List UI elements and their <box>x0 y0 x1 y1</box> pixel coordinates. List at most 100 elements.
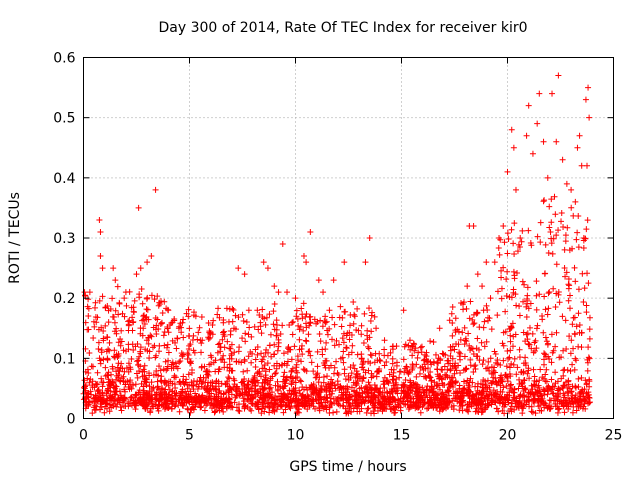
data-point <box>480 384 487 391</box>
data-point <box>202 368 209 375</box>
data-point <box>503 373 510 380</box>
data-point <box>110 313 117 320</box>
y-tick-label: 0.3 <box>53 231 75 247</box>
data-point <box>320 405 327 412</box>
data-point <box>510 389 517 396</box>
data-point <box>465 387 472 394</box>
data-point <box>341 259 348 266</box>
data-point <box>282 406 289 413</box>
data-point <box>218 395 225 402</box>
data-point <box>512 291 519 298</box>
data-point <box>216 407 223 414</box>
data-point <box>137 348 144 355</box>
data-point <box>373 373 380 380</box>
data-point <box>212 357 219 364</box>
data-point <box>384 352 391 359</box>
data-point <box>546 288 553 295</box>
data-point <box>257 394 264 401</box>
data-point <box>261 361 268 368</box>
data-point <box>130 347 137 354</box>
data-point <box>234 383 241 390</box>
data-point <box>317 317 324 324</box>
data-point <box>115 339 122 346</box>
data-point <box>322 319 329 326</box>
data-point <box>515 402 522 409</box>
data-point <box>497 374 504 381</box>
data-point <box>308 385 315 392</box>
data-point <box>300 327 307 334</box>
data-point <box>248 400 255 407</box>
data-point <box>511 220 518 227</box>
data-point <box>497 361 504 368</box>
data-point <box>372 394 379 401</box>
data-point <box>540 138 547 145</box>
data-point <box>104 372 111 379</box>
data-point <box>561 392 568 399</box>
data-point <box>86 289 93 296</box>
data-point <box>322 313 329 320</box>
data-point <box>140 402 147 409</box>
data-point <box>542 378 549 385</box>
data-point <box>536 377 543 384</box>
data-point <box>120 347 127 354</box>
data-point <box>439 381 446 388</box>
data-point <box>129 319 136 326</box>
data-point <box>324 373 331 380</box>
data-point <box>235 314 242 321</box>
data-point <box>329 314 336 321</box>
data-point <box>532 337 539 344</box>
data-point <box>497 396 504 403</box>
data-point <box>447 347 454 354</box>
data-point <box>412 345 419 352</box>
data-point <box>517 235 524 241</box>
data-point <box>300 253 307 260</box>
data-point <box>98 379 105 386</box>
data-point <box>154 383 161 390</box>
data-point <box>578 344 585 351</box>
data-point <box>226 399 233 406</box>
data-point <box>552 369 559 376</box>
data-point <box>473 405 480 412</box>
data-point <box>219 356 226 363</box>
data-point <box>119 310 126 317</box>
data-point <box>194 336 201 343</box>
data-point <box>190 309 197 316</box>
data-point <box>281 360 288 367</box>
data-point <box>92 392 99 399</box>
data-point <box>281 378 288 385</box>
data-point <box>221 333 228 340</box>
data-point <box>180 351 187 358</box>
data-point <box>511 406 518 413</box>
data-point <box>136 291 143 298</box>
data-point <box>524 292 531 299</box>
data-point <box>387 399 394 406</box>
data-point <box>193 395 200 402</box>
data-point <box>159 401 166 408</box>
data-point <box>489 379 496 386</box>
data-point <box>183 310 190 317</box>
data-point <box>498 285 505 292</box>
data-point <box>495 408 502 415</box>
data-point <box>427 368 434 375</box>
data-point <box>358 351 365 358</box>
data-point <box>525 305 532 312</box>
data-point <box>482 384 489 391</box>
data-point <box>98 346 105 353</box>
data-point <box>254 351 261 358</box>
data-point <box>259 405 266 412</box>
data-point <box>436 386 443 393</box>
data-point <box>413 373 420 380</box>
data-point <box>305 393 312 400</box>
data-point <box>87 376 94 383</box>
data-point <box>565 403 572 410</box>
data-point <box>446 399 453 406</box>
data-point <box>507 338 514 345</box>
data-point <box>575 383 582 390</box>
data-point <box>376 388 383 395</box>
data-point <box>511 355 518 362</box>
data-point <box>298 346 305 352</box>
data-point <box>171 315 178 322</box>
data-point <box>96 297 103 304</box>
data-point <box>293 367 300 374</box>
data-point <box>323 339 330 346</box>
